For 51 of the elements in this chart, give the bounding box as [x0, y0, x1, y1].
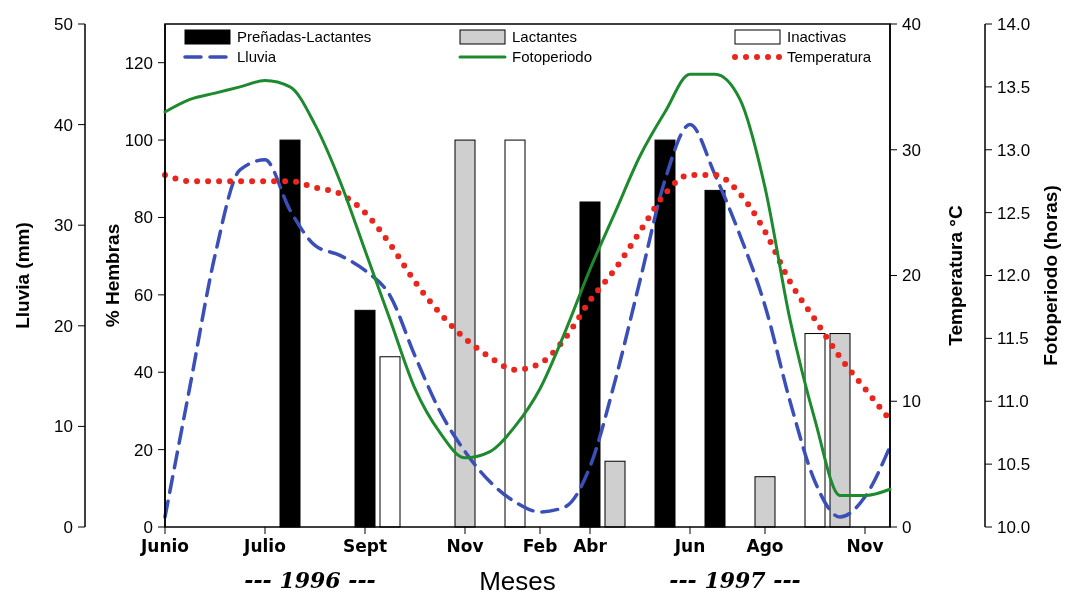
x-tick-label: Abr	[573, 536, 608, 556]
y-tick-label: 12.5	[997, 203, 1031, 223]
y-axis-title: Fotoperiodo (horas)	[1039, 185, 1061, 366]
y-tick-label: 20	[134, 440, 153, 460]
y-tick-label: 0	[143, 517, 153, 537]
y3-tick-label: 0	[902, 517, 912, 537]
y2-tick-label: 20	[54, 316, 73, 336]
y-tick-label: 120	[124, 53, 153, 73]
y-tick-label: 10.5	[997, 455, 1031, 475]
y-tick-label: 13.5	[997, 77, 1031, 97]
text: --- 1997 ---	[669, 567, 801, 593]
y-tick-label: 10.0	[997, 517, 1031, 537]
y3-tick-label: 40	[902, 14, 921, 34]
legend-label: Lactantes	[512, 28, 578, 46]
y-tick-label: 80	[134, 208, 153, 228]
y3-tick-label: 10	[902, 392, 921, 412]
line-series	[163, 122, 892, 519]
y3-axis-title: Temperatura °C	[944, 205, 966, 346]
x-tick-label: Jun	[673, 536, 706, 556]
legend-label: Temperatura	[787, 48, 872, 66]
x-tick-label: Sept	[342, 536, 388, 556]
y2-tick-label: 10	[54, 417, 73, 437]
x-tick-label: Nov	[446, 536, 484, 556]
line-series	[163, 72, 892, 498]
y2-tick-label: 0	[63, 517, 73, 537]
y2-tick-label: 30	[54, 216, 73, 236]
y2-tick-label: 40	[54, 115, 73, 135]
y2-axis-title: Lluvia (mm)	[11, 222, 33, 329]
y3-tick-label: 30	[902, 140, 921, 160]
text: --- 1996 ---	[244, 567, 376, 593]
y-tick-label: 60	[134, 285, 153, 305]
legend-label: Preñadas-Lactantes	[237, 28, 372, 46]
y2-tick-label: 50	[54, 14, 73, 34]
y-tick-label: 12.0	[997, 266, 1031, 286]
y-tick-label: 40	[134, 363, 153, 383]
x-tick-label: Ago	[746, 536, 784, 556]
x-tick-label: Julio	[243, 536, 286, 556]
x-axis-title: Meses	[479, 566, 556, 596]
y-tick-label: 11.0	[997, 392, 1029, 412]
y-tick-label: 100	[124, 131, 153, 151]
legend-label: Inactivas	[787, 28, 847, 46]
y3-tick-label: 20	[902, 266, 921, 286]
y-axis-title: % Hembras	[101, 223, 123, 328]
x-tick-label: Nov	[846, 536, 884, 556]
x-tick-label: Junio	[139, 536, 190, 556]
legend-label: Lluvia	[237, 48, 277, 66]
y-tick-label: 11.5	[997, 329, 1029, 349]
x-tick-label: Feb	[522, 536, 558, 556]
legend-label: Fotoperiodo	[512, 48, 593, 66]
y-tick-label: 14.0	[997, 14, 1031, 34]
y-tick-label: 13.0	[997, 140, 1031, 160]
